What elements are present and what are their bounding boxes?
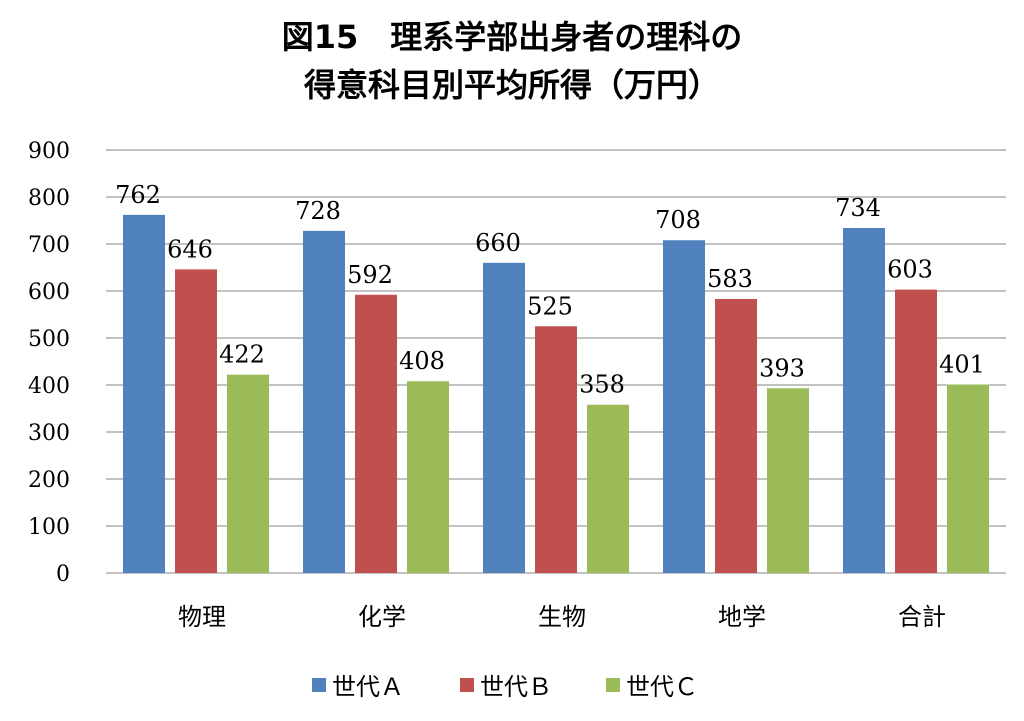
- y-tick-label: 500: [28, 327, 70, 352]
- data-label: 592: [347, 261, 393, 289]
- bar: [947, 384, 989, 573]
- bar: [535, 326, 577, 573]
- data-label: 408: [399, 347, 445, 375]
- bar: [663, 240, 705, 574]
- bar: [483, 262, 525, 573]
- data-label: 762: [115, 181, 161, 209]
- bar: [895, 289, 937, 573]
- data-label: 525: [527, 292, 573, 320]
- data-label: 583: [707, 265, 753, 293]
- data-label: 358: [579, 371, 625, 399]
- y-tick-label: 900: [28, 139, 70, 164]
- y-tick-label: 200: [28, 468, 70, 493]
- y-tick-label: 400: [28, 374, 70, 399]
- bar: [843, 228, 885, 573]
- legend-swatch: [312, 678, 326, 692]
- bar: [227, 374, 269, 573]
- bar: [767, 388, 809, 573]
- x-category-label: 地学: [718, 603, 766, 631]
- x-category-label: 物理: [178, 603, 226, 631]
- bar: [355, 294, 397, 573]
- chart-title-line1: 図15 理系学部出身者の理科の: [281, 18, 743, 56]
- y-tick-label: 0: [56, 562, 70, 587]
- x-category-label: 化学: [358, 603, 406, 631]
- data-label: 401: [939, 351, 985, 379]
- data-label: 734: [835, 194, 881, 222]
- bar: [715, 298, 757, 573]
- bar: [407, 381, 449, 573]
- data-label: 646: [167, 235, 213, 263]
- y-tick-label: 800: [28, 186, 70, 211]
- data-label: 708: [655, 206, 701, 234]
- legend-label: 世代Ａ: [332, 673, 404, 701]
- data-label: 728: [295, 197, 341, 225]
- data-label: 393: [759, 354, 805, 382]
- bar: [123, 214, 165, 574]
- y-tick-label: 600: [28, 280, 70, 305]
- y-tick-label: 700: [28, 233, 70, 258]
- data-label: 422: [219, 341, 265, 369]
- x-category-label: 合計: [898, 603, 946, 631]
- bar: [587, 404, 629, 573]
- x-category-label: 生物: [538, 603, 586, 631]
- legend-swatch: [460, 678, 474, 692]
- chart-title-line2: 得意科目別平均所得（万円）: [303, 66, 720, 104]
- legend-label: 世代Ｂ: [480, 673, 552, 701]
- data-label: 660: [475, 229, 521, 257]
- y-tick-label: 300: [28, 421, 70, 446]
- legend-label: 世代Ｃ: [626, 673, 698, 701]
- bar: [303, 230, 345, 573]
- bar: [175, 269, 217, 573]
- y-tick-label: 100: [28, 515, 70, 540]
- legend-swatch: [606, 678, 620, 692]
- data-label: 603: [887, 256, 933, 284]
